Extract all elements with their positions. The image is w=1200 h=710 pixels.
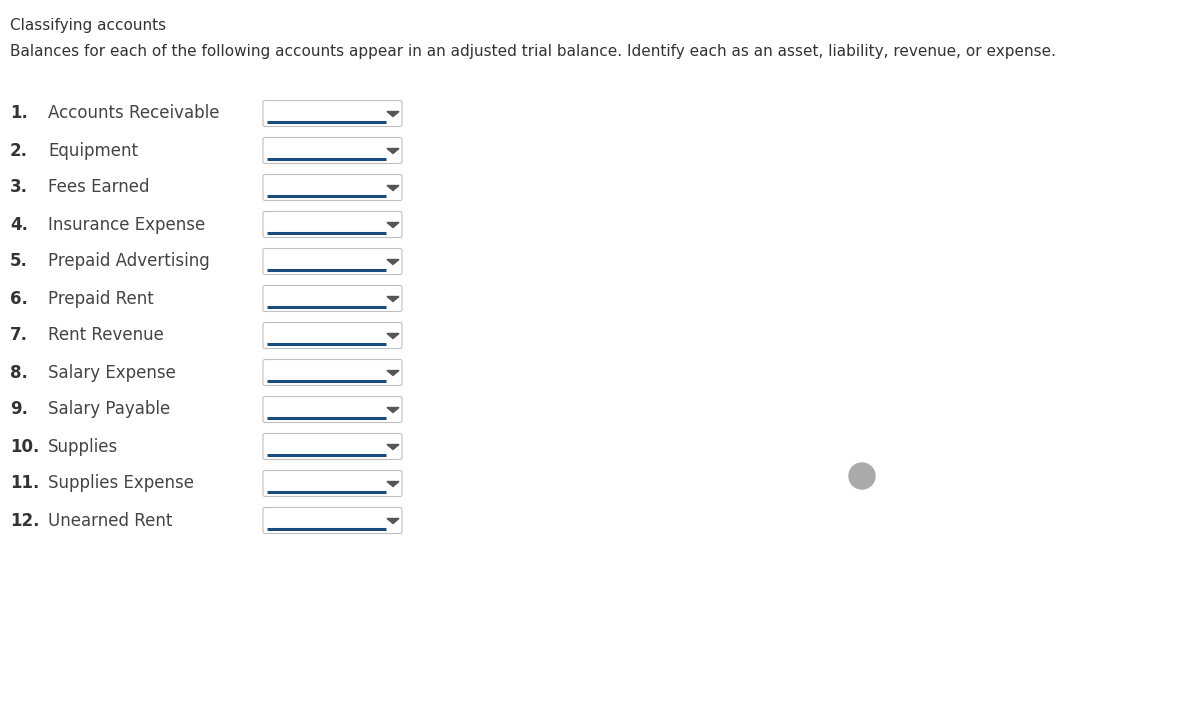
FancyBboxPatch shape: [263, 508, 402, 533]
Text: 7.: 7.: [10, 327, 28, 344]
Text: Fees Earned: Fees Earned: [48, 178, 150, 197]
Circle shape: [850, 463, 875, 489]
Text: Unearned Rent: Unearned Rent: [48, 511, 173, 530]
FancyBboxPatch shape: [263, 248, 402, 275]
Text: 4.: 4.: [10, 216, 28, 234]
FancyBboxPatch shape: [263, 101, 402, 126]
FancyBboxPatch shape: [263, 322, 402, 349]
Text: Supplies Expense: Supplies Expense: [48, 474, 194, 493]
Polygon shape: [386, 297, 398, 302]
Text: 2.: 2.: [10, 141, 28, 160]
Polygon shape: [386, 222, 398, 227]
Text: Accounts Receivable: Accounts Receivable: [48, 104, 220, 123]
Text: Rent Revenue: Rent Revenue: [48, 327, 164, 344]
Polygon shape: [386, 408, 398, 413]
Text: 1.: 1.: [10, 104, 28, 123]
FancyBboxPatch shape: [263, 285, 402, 312]
Text: 5.: 5.: [10, 253, 28, 271]
Polygon shape: [386, 185, 398, 190]
Text: 9.: 9.: [10, 400, 28, 418]
Polygon shape: [386, 259, 398, 265]
Text: 11.: 11.: [10, 474, 40, 493]
Polygon shape: [386, 148, 398, 153]
Text: Balances for each of the following accounts appear in an adjusted trial balance.: Balances for each of the following accou…: [10, 44, 1056, 59]
FancyBboxPatch shape: [263, 212, 402, 238]
Text: 12.: 12.: [10, 511, 40, 530]
Text: Classifying accounts: Classifying accounts: [10, 18, 166, 33]
Text: Prepaid Rent: Prepaid Rent: [48, 290, 154, 307]
Text: Salary Payable: Salary Payable: [48, 400, 170, 418]
Polygon shape: [386, 371, 398, 376]
Polygon shape: [386, 444, 398, 449]
Text: 8.: 8.: [10, 364, 28, 381]
Text: 3.: 3.: [10, 178, 28, 197]
Text: 6.: 6.: [10, 290, 28, 307]
FancyBboxPatch shape: [263, 359, 402, 386]
Text: Supplies: Supplies: [48, 437, 119, 456]
Text: 10.: 10.: [10, 437, 40, 456]
Text: Insurance Expense: Insurance Expense: [48, 216, 205, 234]
FancyBboxPatch shape: [263, 434, 402, 459]
Polygon shape: [386, 334, 398, 339]
Polygon shape: [386, 481, 398, 486]
Polygon shape: [386, 111, 398, 116]
FancyBboxPatch shape: [263, 471, 402, 496]
Text: Equipment: Equipment: [48, 141, 138, 160]
FancyBboxPatch shape: [263, 138, 402, 163]
Text: Prepaid Advertising: Prepaid Advertising: [48, 253, 210, 271]
Polygon shape: [386, 518, 398, 523]
Text: Salary Expense: Salary Expense: [48, 364, 176, 381]
FancyBboxPatch shape: [263, 175, 402, 200]
FancyBboxPatch shape: [263, 396, 402, 422]
